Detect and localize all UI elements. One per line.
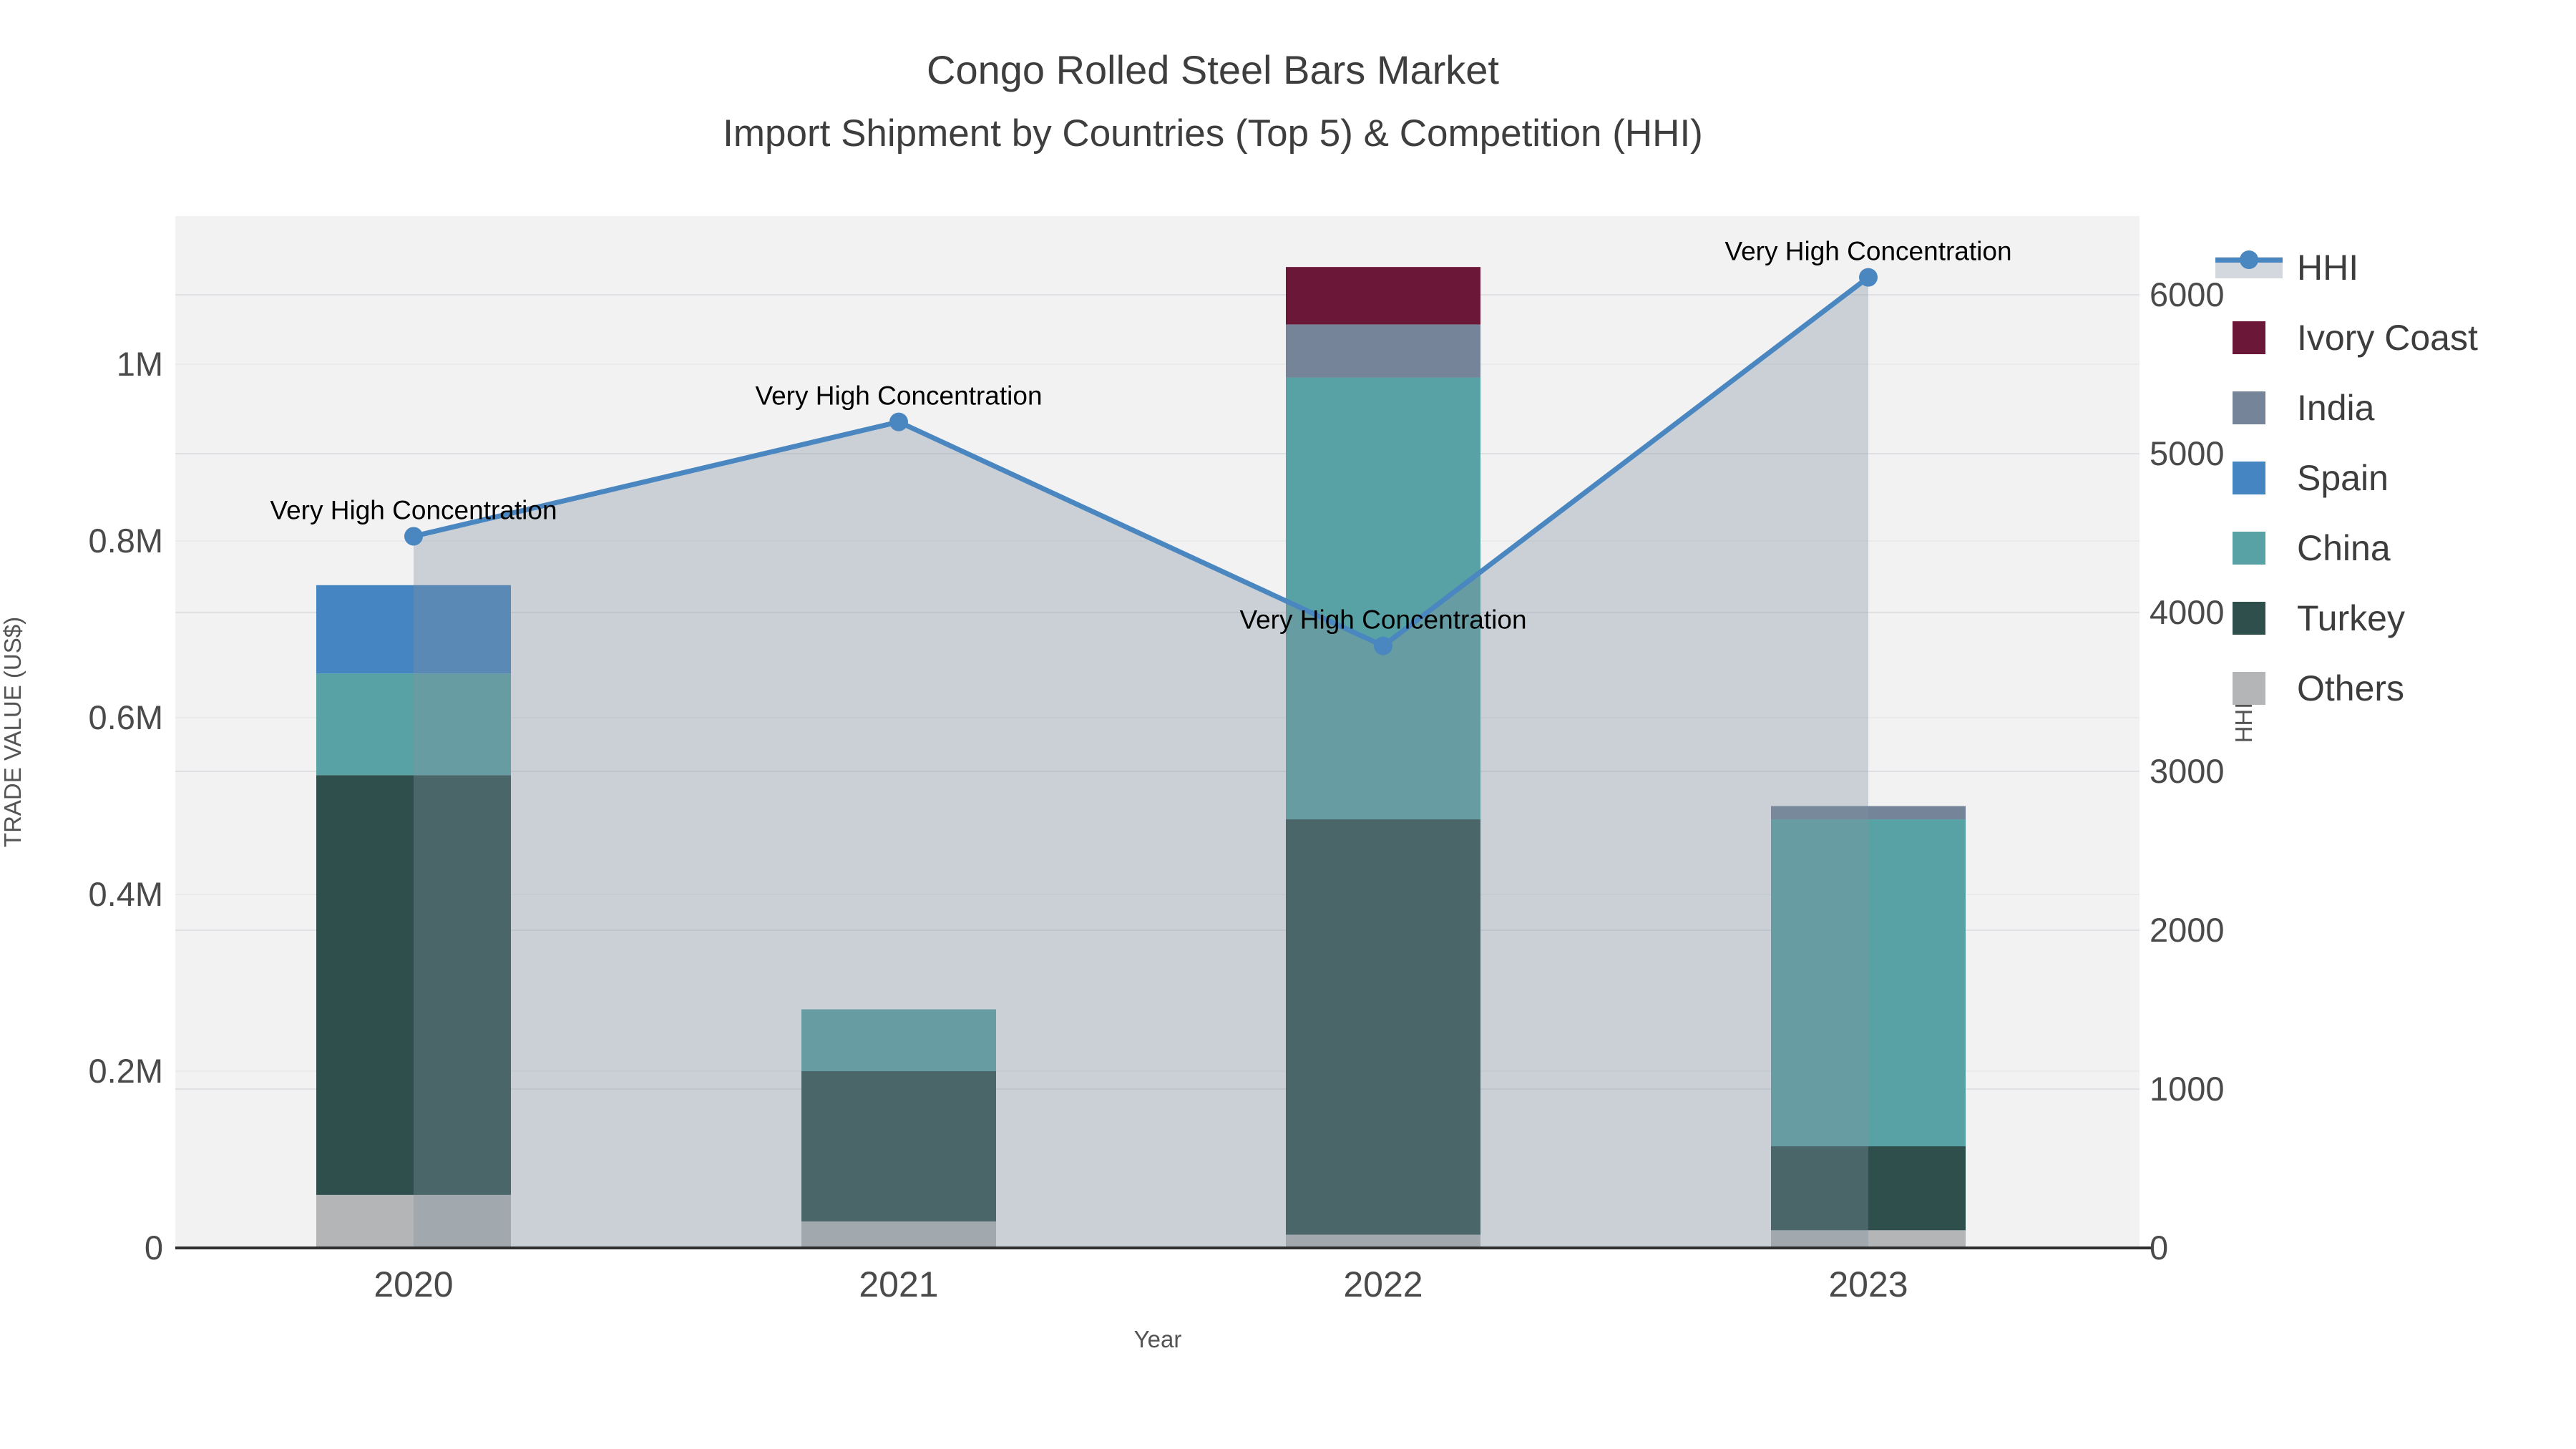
- annotation-2022: Very High Concentration: [1239, 605, 1526, 635]
- annotation-2020: Very High Concentration: [270, 495, 557, 525]
- right-tick-1000: 1000: [2150, 1070, 2225, 1108]
- left-tick-0: 0: [145, 1229, 163, 1267]
- x-tick-2021: 2021: [859, 1264, 938, 1304]
- bar-segment-others-2022: [1286, 1234, 1480, 1248]
- legend: HHI Ivory Coast India Spain China Turkey Other…: [2215, 233, 2478, 723]
- hhi-marker-2022: [1374, 636, 1392, 655]
- x-axis-title: Year: [1133, 1326, 1182, 1352]
- legend-item-china[interactable]: China: [2215, 513, 2478, 583]
- right-tick-3000: 3000: [2150, 752, 2225, 790]
- bar-segment-india-2022: [1286, 324, 1480, 378]
- legend-item-label: Turkey: [2297, 598, 2405, 638]
- x-tick-2020: 2020: [374, 1264, 453, 1304]
- legend-color-swatch: [2233, 321, 2265, 354]
- right-tick-2000: 2000: [2150, 911, 2225, 949]
- annotation-2021: Very High Concentration: [755, 381, 1042, 411]
- left-axis-title: TRADE VALUE (US$): [0, 616, 26, 848]
- x-tick-2022: 2022: [1343, 1264, 1423, 1304]
- left-tick-0.4M: 0.4M: [89, 875, 164, 913]
- legend-item-turkey[interactable]: Turkey: [2215, 583, 2478, 653]
- right-tick-4000: 4000: [2150, 593, 2225, 631]
- hhi-marker-2023: [1859, 268, 1878, 287]
- annotation-2023: Very High Concentration: [1724, 237, 2011, 266]
- left-tick-0.2M: 0.2M: [89, 1052, 164, 1090]
- right-tick-5000: 5000: [2150, 434, 2225, 472]
- legend-item-india[interactable]: India: [2215, 373, 2478, 443]
- legend-item-label: India: [2297, 388, 2375, 428]
- bar-segment-spain-2020: [316, 585, 511, 674]
- legend-color-swatch: [2233, 391, 2265, 424]
- hhi-line: [413, 275, 1870, 649]
- legend-item-spain[interactable]: Spain: [2215, 443, 2478, 513]
- legend-item-label: HHI: [2297, 248, 2359, 288]
- bar-segment-turkey-2023: [1771, 1146, 1966, 1231]
- bar-segment-china-2023: [1771, 819, 1966, 1146]
- bar-segment-others-2023: [1771, 1230, 1966, 1248]
- bar-segment-ivory-coast-2022: [1286, 267, 1480, 325]
- legend-item-hhi[interactable]: HHI: [2215, 233, 2478, 303]
- legend-color-swatch: [2233, 532, 2265, 565]
- legend-line-swatch: [2215, 250, 2283, 278]
- bar-segment-others-2021: [801, 1221, 996, 1248]
- bar-segment-china-2020: [316, 673, 511, 776]
- bar-segment-india-2023: [1771, 806, 1966, 820]
- legend-item-others[interactable]: Others: [2215, 653, 2478, 723]
- left-tick-0.6M: 0.6M: [89, 698, 164, 736]
- bar-segment-china-2021: [801, 1009, 996, 1071]
- left-tick-1M: 1M: [117, 345, 163, 383]
- legend-color-swatch: [2233, 672, 2265, 705]
- right-tick-6000: 6000: [2150, 275, 2225, 313]
- legend-item-label: China: [2297, 528, 2391, 568]
- legend-item-label: Spain: [2297, 458, 2389, 498]
- hhi-area-fill: [414, 277, 1868, 1249]
- legend-color-swatch: [2233, 602, 2265, 635]
- hhi-marker-2020: [404, 527, 423, 546]
- legend-color-swatch: [2233, 462, 2265, 494]
- right-tick-0: 0: [2150, 1229, 2168, 1267]
- left-tick-0.8M: 0.8M: [89, 522, 164, 560]
- legend-item-label: Others: [2297, 668, 2405, 708]
- legend-item-ivory-coast[interactable]: Ivory Coast: [2215, 303, 2478, 373]
- bar-segment-turkey-2020: [316, 775, 511, 1195]
- hhi-marker-2021: [889, 412, 908, 431]
- bar-segment-others-2020: [316, 1194, 511, 1248]
- bar-segment-turkey-2022: [1286, 819, 1480, 1235]
- x-tick-2023: 2023: [1828, 1264, 1908, 1304]
- legend-item-label: Ivory Coast: [2297, 318, 2478, 358]
- bar-segment-turkey-2021: [801, 1071, 996, 1221]
